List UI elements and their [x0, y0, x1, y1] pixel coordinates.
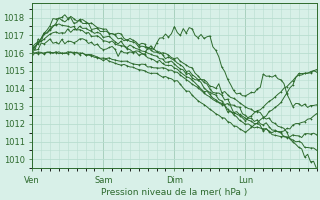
X-axis label: Pression niveau de la mer( hPa ): Pression niveau de la mer( hPa ) — [101, 188, 247, 197]
